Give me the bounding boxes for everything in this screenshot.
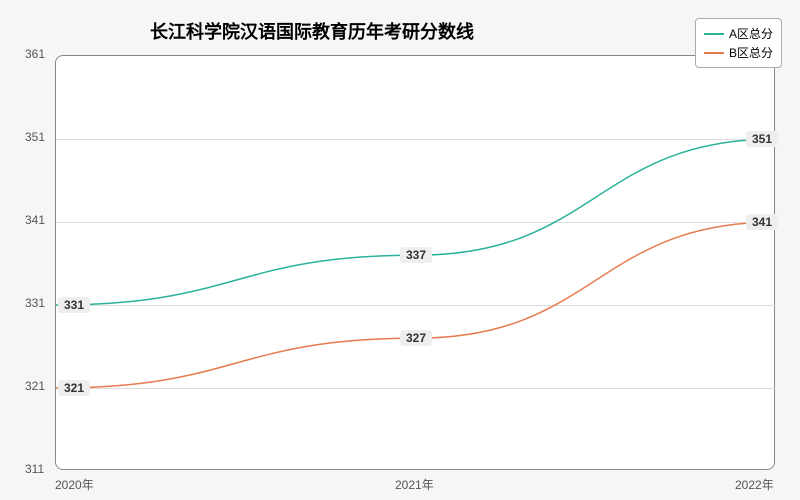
series-line (56, 139, 776, 305)
legend-label: B区总分 (729, 44, 773, 61)
y-tick-label: 331 (25, 296, 45, 310)
legend-swatch (704, 52, 724, 54)
x-tick-label: 2022年 (735, 476, 774, 493)
chart-container: 长江科学院汉语国际教育历年考研分数线 331 337 351 321 327 341 31… (0, 0, 800, 500)
y-tick-label: 341 (25, 213, 45, 227)
line-series-svg (56, 56, 776, 471)
data-point-label: 321 (58, 380, 90, 396)
data-point-label: 351 (746, 131, 778, 147)
plot-area: 331 337 351 321 327 341 (55, 55, 775, 470)
legend-swatch (704, 33, 724, 35)
data-point-label: 337 (400, 247, 432, 263)
legend: A区总分 B区总分 (695, 18, 782, 68)
data-point-label: 341 (746, 214, 778, 230)
y-tick-label: 311 (25, 462, 44, 476)
data-point-label: 327 (400, 330, 432, 346)
x-tick-label: 2021年 (395, 476, 434, 493)
legend-item: A区总分 (704, 25, 773, 42)
data-point-label: 331 (58, 297, 90, 313)
y-tick-label: 351 (25, 130, 45, 144)
x-tick-label: 2020年 (55, 476, 94, 493)
y-tick-label: 361 (25, 47, 45, 61)
legend-item: B区总分 (704, 44, 773, 61)
legend-label: A区总分 (729, 25, 773, 42)
chart-title: 长江科学院汉语国际教育历年考研分数线 (150, 18, 474, 44)
y-tick-label: 321 (25, 379, 45, 393)
